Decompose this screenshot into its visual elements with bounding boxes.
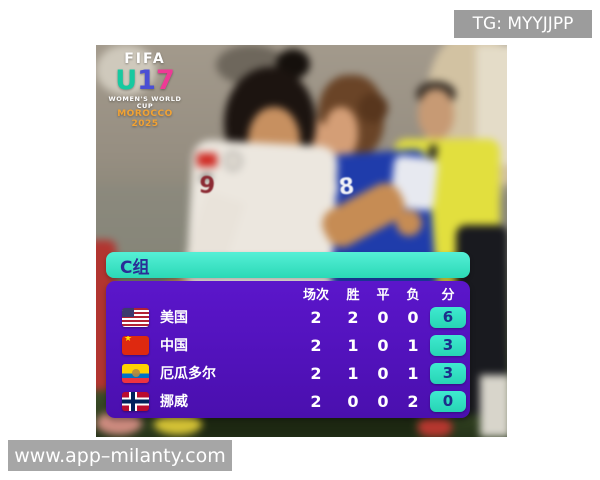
- team-name: 挪威: [160, 394, 188, 410]
- group-label: C组: [120, 257, 150, 278]
- draw-value: 0: [377, 335, 389, 355]
- points-badge: 3: [430, 362, 466, 384]
- china-jersey-number: 9: [197, 172, 217, 200]
- loss-value: 1: [407, 335, 419, 355]
- team-name: 厄瓜多尔: [160, 366, 216, 382]
- table-header-row: 场次 胜 平 负 分: [106, 283, 470, 303]
- flag-norway-icon: [122, 391, 149, 411]
- usa-jersey-number: 8: [337, 174, 356, 201]
- telegram-watermark: TG: MYYJJPP: [454, 10, 592, 38]
- win-value: 1: [347, 335, 359, 355]
- website-watermark: www.app–milanty.com: [8, 440, 232, 471]
- draw-value: 0: [377, 391, 389, 411]
- team-row-ecuador: 厄瓜多尔 2 1 0 1 3: [106, 359, 470, 387]
- played-value: 2: [310, 335, 322, 355]
- col-draw: 平: [376, 287, 390, 303]
- group-c-standings: C组 场次 胜 平 负 分 美国 2 2 0: [106, 252, 470, 418]
- flag-ecuador-icon: [122, 363, 149, 383]
- u17-wordmark: U17: [102, 67, 188, 94]
- fifa-wordmark: FIFA: [124, 51, 166, 67]
- loss-value: 0: [407, 307, 419, 327]
- win-value: 0: [347, 391, 359, 411]
- team-row-usa: 美国 2 2 0 0 6: [106, 303, 470, 331]
- played-value: 2: [310, 363, 322, 383]
- draw-value: 0: [377, 363, 389, 383]
- flag-china-icon: [122, 335, 149, 355]
- col-points: 分: [441, 287, 455, 303]
- win-value: 1: [347, 363, 359, 383]
- win-value: 2: [347, 307, 359, 327]
- flag-usa-icon: [122, 307, 149, 327]
- col-win: 胜: [346, 287, 360, 303]
- fifa-u17-wwc-logo: FIFA U17 WOMEN'S WORLD CUP MOROCCO 2025: [102, 52, 188, 129]
- standings-table: 场次 胜 平 负 分 美国 2 2 0 0 6: [106, 281, 470, 418]
- logo-host-year: MOROCCO 2025: [117, 109, 173, 129]
- points-badge: 6: [430, 306, 466, 328]
- points-badge: 3: [430, 334, 466, 356]
- team-name: 美国: [160, 310, 188, 326]
- draw-value: 0: [377, 307, 389, 327]
- team-row-norway: 挪威 2 0 0 2 0: [106, 387, 470, 415]
- played-value: 2: [310, 307, 322, 327]
- col-loss: 负: [406, 287, 420, 303]
- logo-subtitle: WOMEN'S WORLD CUP: [108, 94, 182, 110]
- played-value: 2: [310, 391, 322, 411]
- u17-one: 1: [137, 64, 156, 96]
- team-row-china: 中国 2 1 0 1 3: [106, 331, 470, 359]
- match-photo: 9 8 FIFA U17 WOMEN'S WORLD CUP MOROCCO 2…: [96, 45, 507, 437]
- points-badge: 0: [430, 390, 466, 412]
- team-name: 中国: [160, 338, 188, 354]
- u17-u: U: [115, 64, 138, 96]
- u17-seven: 7: [155, 64, 175, 96]
- loss-value: 2: [407, 391, 419, 411]
- loss-value: 1: [407, 363, 419, 383]
- group-header-bar: C组: [106, 252, 470, 278]
- col-played: 场次: [302, 287, 329, 303]
